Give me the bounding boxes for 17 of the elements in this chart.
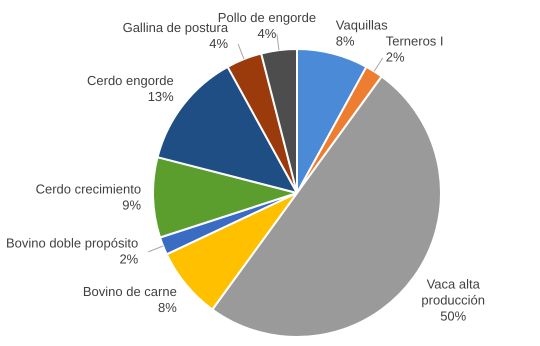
slice-label: Terneros I <box>386 33 444 48</box>
data-label: 50% <box>440 308 467 324</box>
slice-label: Vaca alta producción <box>421 276 486 308</box>
slice-label: Bovino de carne <box>82 284 177 300</box>
slice-label: Vaquillas <box>336 17 388 32</box>
slice-label: Bovino doble propósito <box>6 235 138 250</box>
slice-label: Cerdo crecimiento <box>36 181 142 196</box>
data-label: 13% <box>148 88 174 104</box>
data-label: 8% <box>158 300 178 316</box>
data-label: 2% <box>386 49 405 64</box>
data-label: 4% <box>258 26 277 41</box>
data-label: 8% <box>336 33 356 48</box>
data-label: 4% <box>209 36 229 51</box>
data-label: 2% <box>119 251 139 266</box>
data-label: 9% <box>122 197 142 212</box>
slice-label: Pollo de engorde <box>218 10 316 25</box>
slice-label: Cerdo engorde <box>87 72 174 88</box>
